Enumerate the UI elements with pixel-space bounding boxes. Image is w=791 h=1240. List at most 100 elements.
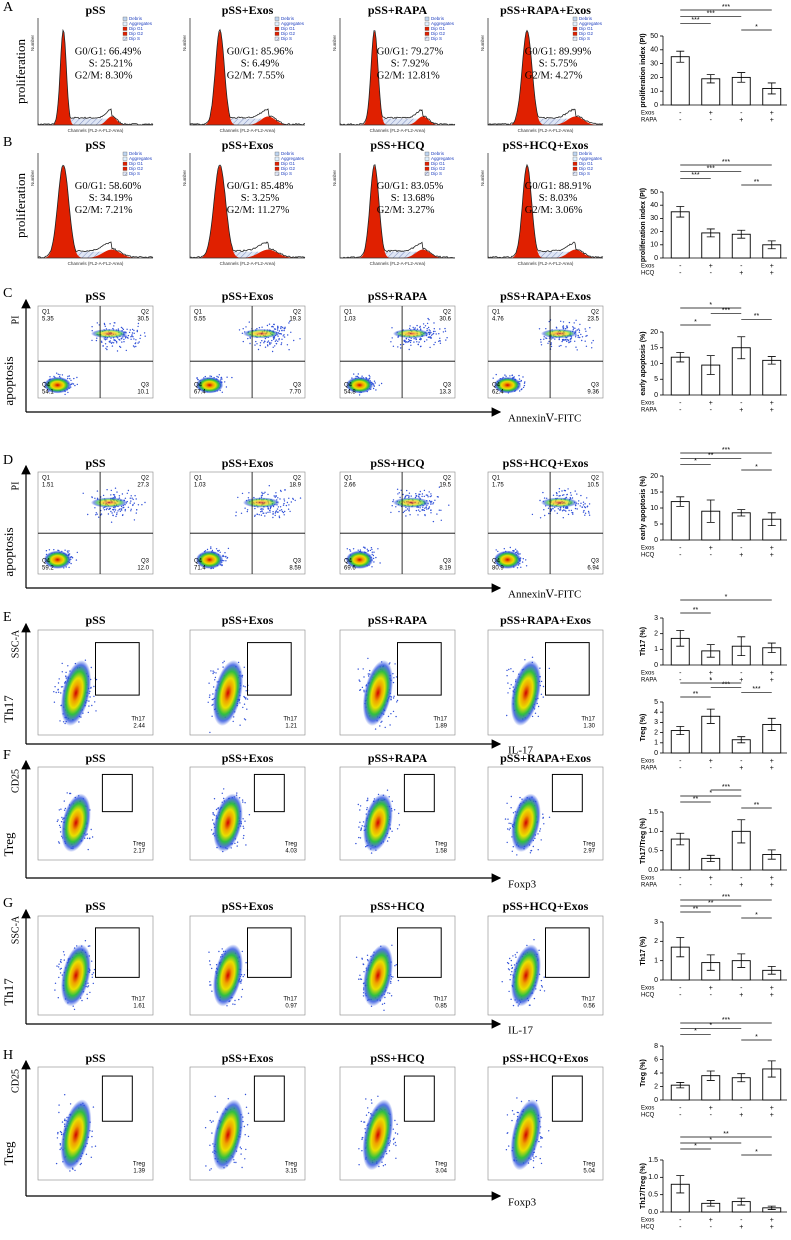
- plot-title: pSS+Exos: [222, 899, 274, 913]
- event-dot: [70, 380, 71, 381]
- event-dot: [510, 823, 511, 824]
- event-dot: [281, 326, 282, 327]
- event-dot: [585, 513, 586, 514]
- event-dot: [591, 347, 592, 348]
- plot: Q12.66Q219.5Q38.19Q469.6: [340, 472, 455, 574]
- event-dot: [60, 809, 61, 810]
- legend-swatch: [123, 37, 127, 41]
- event-dot: [574, 322, 575, 323]
- event-dot: [56, 373, 57, 374]
- event-dot: [130, 329, 131, 330]
- legend-swatch: [573, 167, 577, 171]
- event-dot: [293, 340, 294, 341]
- event-dot: [513, 671, 514, 672]
- event-dot: [257, 514, 258, 515]
- event-dot: [572, 497, 573, 498]
- quadrant-name: Q2: [443, 476, 452, 482]
- gate-name: Th17: [581, 997, 595, 1003]
- gate-value: 1.61: [133, 1004, 145, 1010]
- event-dot: [540, 339, 541, 340]
- plot: Channels (FL2-A-FL2-Area)NumberDebrisAgg…: [480, 151, 603, 266]
- event-dot: [108, 509, 109, 510]
- event-dot: [115, 509, 116, 510]
- event-dot: [261, 515, 262, 516]
- event-dot: [418, 344, 419, 345]
- event-dot: [400, 347, 401, 348]
- plot-title: pSS+Exos: [222, 289, 274, 303]
- event-dot: [367, 658, 368, 659]
- event-dot: [134, 495, 135, 496]
- event-dot: [359, 690, 360, 691]
- event-dot: [406, 490, 407, 491]
- event-dot: [560, 321, 561, 322]
- event-dot: [516, 550, 517, 551]
- quadrant-value: 80.9: [492, 566, 504, 572]
- event-dot: [217, 1111, 218, 1112]
- event-dot: [58, 1104, 59, 1105]
- event-dot: [196, 377, 197, 378]
- event-dot: [435, 342, 436, 343]
- gate-name: Treg: [133, 1162, 145, 1168]
- plot-title: pSS+Exos: [222, 613, 274, 627]
- event-dot: [577, 508, 578, 509]
- event-dot: [284, 336, 285, 337]
- quadrant-name: Q3: [443, 383, 452, 389]
- event-dot: [374, 381, 375, 382]
- cycle-text: S: 7.92%: [391, 59, 430, 70]
- event-dot: [60, 968, 61, 969]
- event-dot: [197, 379, 198, 380]
- plot: Q11.51Q227.3Q312.0Q459.2: [38, 472, 153, 574]
- event-dot: [244, 1126, 245, 1127]
- quadrant-name: Q4: [492, 559, 501, 565]
- event-dot: [212, 812, 213, 813]
- event-dot: [362, 958, 363, 959]
- quadrant-name: Q4: [194, 383, 203, 389]
- event-dot: [58, 977, 59, 978]
- event-dot: [234, 1162, 235, 1163]
- event-dot: [405, 515, 406, 516]
- cycle-text: S: 34.19%: [89, 193, 133, 204]
- event-dot: [276, 339, 277, 340]
- event-dot: [94, 969, 95, 970]
- event-dot: [117, 350, 118, 351]
- event-dot: [239, 329, 240, 330]
- plot-title: pSS+Exos: [222, 3, 274, 17]
- panel-letter: H: [3, 1048, 13, 1063]
- event-dot: [211, 1132, 212, 1133]
- event-dot: [566, 327, 567, 328]
- quadrant-name: Q4: [42, 559, 51, 565]
- cycle-text: S: 8.03%: [539, 193, 578, 204]
- event-dot: [279, 510, 280, 511]
- event-dot: [551, 338, 552, 339]
- event-dot: [393, 697, 394, 698]
- event-dot: [105, 339, 106, 340]
- event-dot: [95, 710, 96, 711]
- event-dot: [248, 1136, 249, 1137]
- event-dot: [58, 374, 59, 375]
- event-dot: [258, 349, 259, 350]
- event-dot: [261, 327, 262, 328]
- event-dot: [362, 687, 363, 688]
- event-dot: [210, 964, 211, 965]
- event-dot: [434, 500, 435, 501]
- event-dot: [538, 716, 539, 717]
- event-dot: [137, 326, 138, 327]
- event-dot: [289, 511, 290, 512]
- event-dot: [430, 332, 431, 333]
- plot-title: pSS+RAPA+Exos: [500, 289, 591, 303]
- event-dot: [429, 347, 430, 348]
- event-dot: [93, 696, 94, 697]
- event-dot: [243, 976, 244, 977]
- plot-title: pSS: [85, 3, 105, 17]
- event-dot: [421, 496, 422, 497]
- event-dot: [410, 345, 411, 346]
- event-dot: [395, 1158, 396, 1159]
- plot: Q11.03Q230.6Q313.3Q454.8: [340, 306, 455, 398]
- event-dot: [406, 495, 407, 496]
- event-dot: [524, 659, 525, 660]
- event-dot: [359, 679, 360, 680]
- legend-swatch: [573, 37, 577, 41]
- event-dot: [521, 389, 522, 390]
- gate-value: 0.85: [435, 1004, 447, 1010]
- event-dot: [126, 329, 127, 330]
